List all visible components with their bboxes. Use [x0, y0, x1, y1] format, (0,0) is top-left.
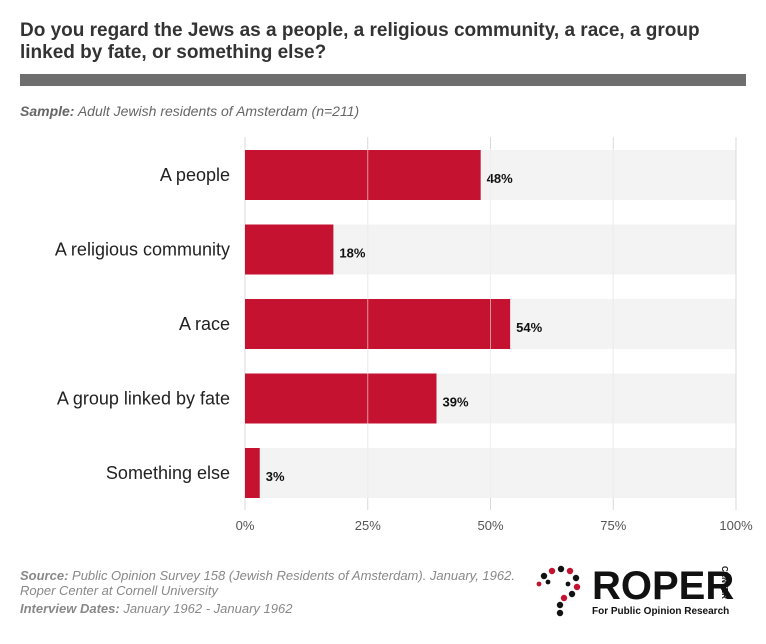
dates-text: January 1962 - January 1962	[123, 601, 293, 616]
interview-dates: Interview Dates: January 1962 - January …	[20, 601, 292, 616]
data-label: 3%	[266, 469, 285, 484]
data-label: 39%	[442, 395, 468, 410]
x-tick-label: 0%	[236, 518, 255, 533]
sample-note: Sample: Adult Jewish residents of Amster…	[20, 103, 359, 119]
bar	[245, 224, 334, 275]
category-label: Something else	[106, 463, 230, 483]
data-label: 54%	[516, 320, 542, 335]
logo-tagline: For Public Opinion Research	[592, 606, 730, 617]
logo-center-text: CENTER	[720, 566, 729, 599]
category-label: A race	[179, 314, 230, 334]
source-note: Source: Public Opinion Survey 158 (Jewis…	[20, 568, 530, 598]
x-tick-label: 75%	[600, 518, 626, 533]
bar	[245, 448, 260, 498]
category-label: A group linked by fate	[57, 389, 230, 409]
bar	[245, 373, 437, 424]
x-tick-label: 25%	[355, 518, 381, 533]
roper-center-logo: ROPER CENTER For Public Opinion Research	[534, 562, 734, 622]
sample-label: Sample:	[20, 103, 75, 119]
data-label: 48%	[487, 171, 513, 186]
bar	[245, 299, 511, 349]
bar	[245, 150, 481, 200]
roper-logo-mark	[536, 565, 581, 617]
dates-label: Interview Dates:	[20, 601, 120, 616]
bar-chart: A people 48% A religious community 18% A rac…	[55, 137, 753, 533]
source-text: Public Opinion Survey 158 (Jewish Reside…	[20, 568, 515, 598]
category-label: A people	[160, 165, 230, 185]
x-tick-label: 100%	[719, 518, 753, 533]
chart-title: Do you regard the Jews as a people, a re…	[20, 20, 700, 63]
sample-text: Adult Jewish residents of Amsterdam (n=2…	[77, 103, 360, 119]
logo-wordmark: ROPER	[592, 564, 735, 608]
source-label: Source:	[20, 568, 69, 583]
x-tick-label: 50%	[477, 518, 503, 533]
title-divider	[20, 74, 746, 86]
data-label: 18%	[339, 246, 365, 261]
category-label: A religious community	[55, 240, 230, 260]
